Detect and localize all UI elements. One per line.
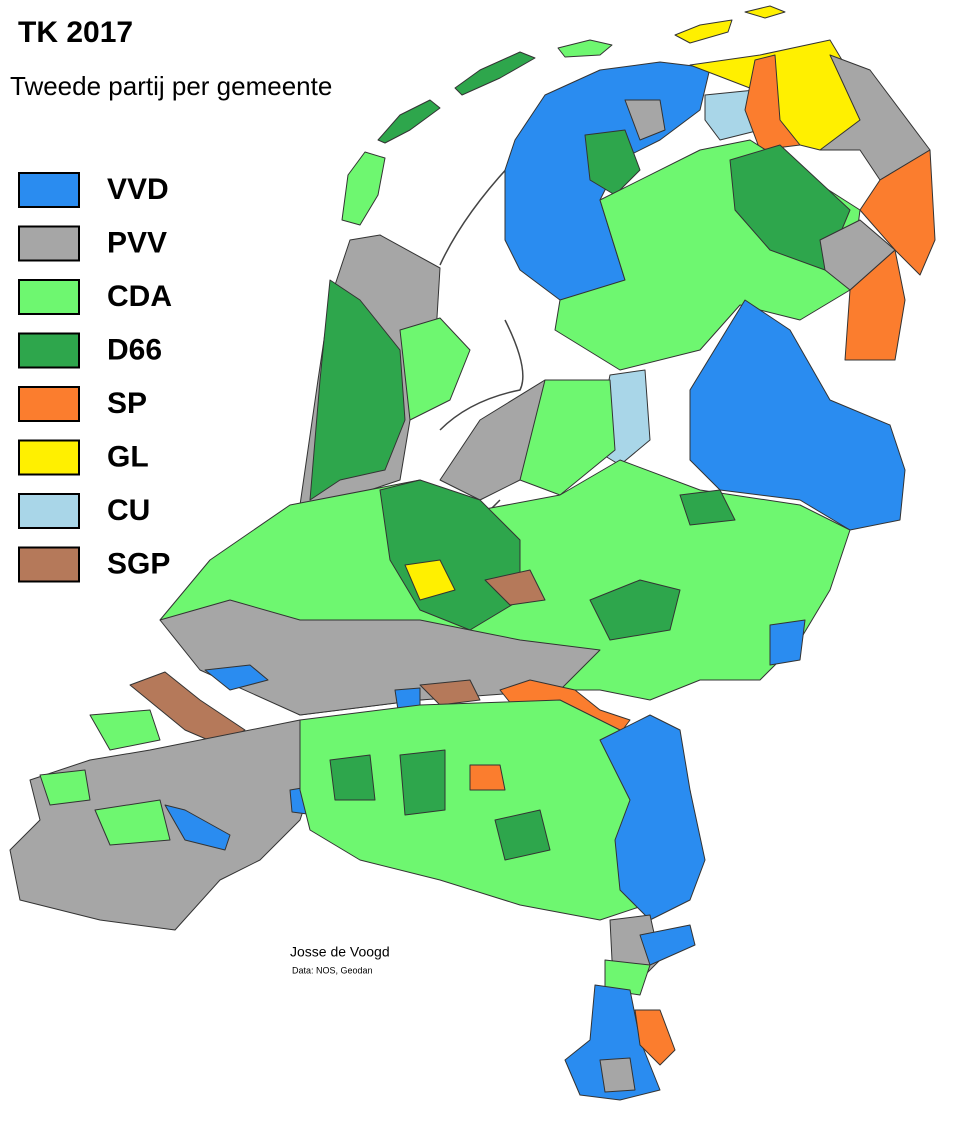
region (599, 714, 706, 921)
region (557, 39, 613, 58)
region (341, 151, 386, 226)
region (744, 54, 801, 151)
legend-swatch (18, 332, 80, 369)
region (494, 809, 551, 861)
region (589, 579, 681, 641)
region (689, 299, 906, 531)
legend-label: PVV (107, 226, 167, 259)
region (599, 1057, 636, 1093)
region (399, 317, 471, 421)
region (639, 924, 696, 966)
region (164, 804, 231, 851)
legend-swatch (18, 279, 80, 315)
region (404, 559, 456, 601)
credit-source: Data: NOS, Geodan (292, 965, 373, 975)
region (454, 51, 536, 96)
legend-label: CU (107, 494, 150, 527)
legend-label: SGP (107, 547, 170, 580)
municipalities (9, 5, 936, 1101)
legend-swatch (18, 439, 80, 476)
region (624, 99, 666, 141)
region (564, 984, 661, 1101)
legend-label: VVD (107, 173, 169, 206)
legend-label: SP (107, 387, 147, 420)
region (819, 219, 896, 291)
legend-label: D66 (107, 333, 162, 366)
subtitle: Tweede partij per gemeente (10, 71, 332, 101)
credit-author: Josse de Voogd (290, 944, 390, 960)
region (399, 749, 446, 816)
region (679, 489, 736, 526)
legend-label: GL (107, 440, 149, 473)
legend-swatch (18, 386, 80, 422)
region (744, 5, 786, 19)
region (309, 279, 406, 501)
region (377, 99, 441, 144)
legend-swatch (18, 546, 80, 583)
region (94, 799, 171, 846)
title: TK 2017 (18, 16, 133, 49)
region (584, 129, 641, 196)
region (329, 754, 376, 801)
region (469, 764, 506, 791)
legend-swatch (18, 493, 80, 529)
region (484, 569, 546, 606)
region (519, 379, 616, 496)
region (419, 679, 481, 706)
legend-label: CDA (107, 280, 172, 313)
region (819, 54, 931, 181)
region (129, 671, 246, 746)
region (604, 959, 651, 996)
legend-swatch (18, 172, 80, 208)
region (769, 619, 806, 666)
region (634, 1009, 676, 1066)
legend-swatch (18, 225, 80, 262)
region (674, 19, 733, 44)
region (204, 664, 269, 691)
legend: VVD PVV CDA D66 SP GL CU SGP (18, 172, 172, 583)
region (159, 599, 601, 716)
region (89, 709, 161, 751)
region (39, 769, 91, 806)
